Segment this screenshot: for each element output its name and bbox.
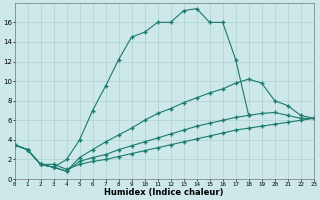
X-axis label: Humidex (Indice chaleur): Humidex (Indice chaleur) <box>104 188 224 197</box>
